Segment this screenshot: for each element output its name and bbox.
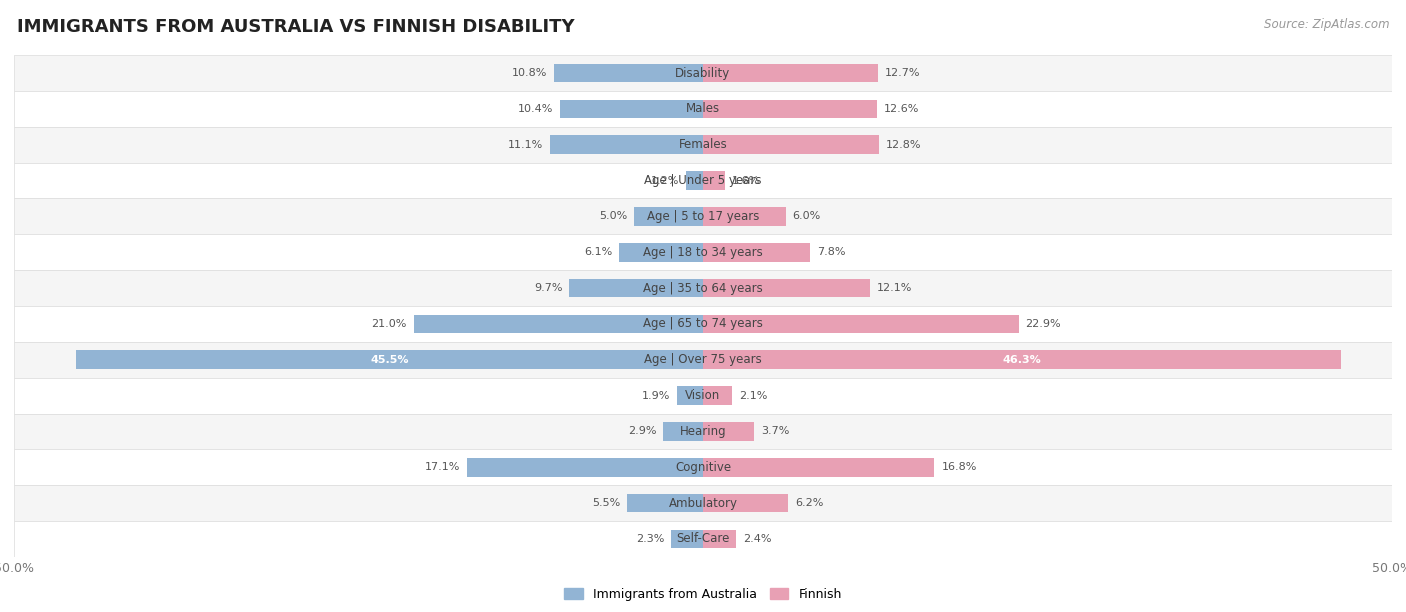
Text: 2.1%: 2.1% [738, 390, 768, 401]
Text: IMMIGRANTS FROM AUSTRALIA VS FINNISH DISABILITY: IMMIGRANTS FROM AUSTRALIA VS FINNISH DIS… [17, 18, 575, 36]
Bar [14, 91, 1392, 127]
Text: 46.3%: 46.3% [1002, 355, 1042, 365]
Text: 1.2%: 1.2% [651, 176, 679, 185]
Text: 5.0%: 5.0% [599, 211, 627, 222]
Bar [703, 315, 1018, 334]
Text: 1.9%: 1.9% [641, 390, 669, 401]
Text: Disability: Disability [675, 67, 731, 80]
Bar [569, 278, 703, 297]
Text: 7.8%: 7.8% [817, 247, 846, 257]
Text: Age | 65 to 74 years: Age | 65 to 74 years [643, 318, 763, 330]
Text: 12.6%: 12.6% [883, 104, 920, 114]
Text: Males: Males [686, 102, 720, 115]
Text: Self-Care: Self-Care [676, 532, 730, 545]
Text: Females: Females [679, 138, 727, 151]
Bar [14, 127, 1392, 163]
Text: 12.7%: 12.7% [884, 68, 921, 78]
Bar [703, 64, 877, 83]
Text: Source: ZipAtlas.com: Source: ZipAtlas.com [1264, 18, 1389, 31]
Text: 2.3%: 2.3% [636, 534, 665, 544]
Bar [14, 306, 1392, 342]
Bar [703, 207, 786, 226]
Bar [14, 414, 1392, 449]
Text: Hearing: Hearing [679, 425, 727, 438]
Bar [703, 494, 789, 512]
Bar [703, 351, 1341, 369]
Text: 16.8%: 16.8% [942, 462, 977, 472]
Text: 3.7%: 3.7% [761, 427, 789, 436]
Bar [703, 135, 879, 154]
Bar [14, 163, 1392, 198]
Bar [703, 422, 754, 441]
Bar [664, 422, 703, 441]
Text: 10.4%: 10.4% [517, 104, 553, 114]
Text: 6.2%: 6.2% [796, 498, 824, 508]
Bar [14, 521, 1392, 557]
Text: 12.8%: 12.8% [886, 140, 922, 150]
Bar [634, 207, 703, 226]
Text: 6.0%: 6.0% [793, 211, 821, 222]
Bar [14, 55, 1392, 91]
Text: Age | 35 to 64 years: Age | 35 to 64 years [643, 282, 763, 294]
Text: 1.6%: 1.6% [733, 176, 761, 185]
Bar [703, 171, 725, 190]
Bar [627, 494, 703, 512]
Bar [703, 100, 876, 118]
Text: Ambulatory: Ambulatory [668, 497, 738, 510]
Text: Vision: Vision [685, 389, 721, 402]
Bar [550, 135, 703, 154]
Bar [467, 458, 703, 477]
Bar [554, 64, 703, 83]
Bar [686, 171, 703, 190]
Text: 9.7%: 9.7% [534, 283, 562, 293]
Legend: Immigrants from Australia, Finnish: Immigrants from Australia, Finnish [560, 583, 846, 606]
Text: Cognitive: Cognitive [675, 461, 731, 474]
Text: Age | 5 to 17 years: Age | 5 to 17 years [647, 210, 759, 223]
Bar [14, 198, 1392, 234]
Bar [703, 458, 935, 477]
Text: 11.1%: 11.1% [508, 140, 543, 150]
Bar [14, 485, 1392, 521]
Bar [76, 351, 703, 369]
Bar [560, 100, 703, 118]
Text: 21.0%: 21.0% [371, 319, 406, 329]
Text: 5.5%: 5.5% [592, 498, 620, 508]
Text: Age | Over 75 years: Age | Over 75 years [644, 353, 762, 366]
Bar [703, 386, 733, 405]
Text: 22.9%: 22.9% [1025, 319, 1062, 329]
Text: Age | 18 to 34 years: Age | 18 to 34 years [643, 246, 763, 259]
Text: 10.8%: 10.8% [512, 68, 547, 78]
Bar [14, 234, 1392, 270]
Text: 45.5%: 45.5% [370, 355, 409, 365]
Bar [703, 529, 737, 548]
Bar [14, 378, 1392, 414]
Bar [14, 342, 1392, 378]
Bar [14, 270, 1392, 306]
Text: 17.1%: 17.1% [425, 462, 461, 472]
Text: 2.9%: 2.9% [627, 427, 657, 436]
Bar [676, 386, 703, 405]
Bar [703, 278, 870, 297]
Text: 12.1%: 12.1% [876, 283, 912, 293]
Bar [703, 243, 810, 261]
Bar [413, 315, 703, 334]
Text: 2.4%: 2.4% [742, 534, 772, 544]
Bar [671, 529, 703, 548]
Text: 6.1%: 6.1% [583, 247, 612, 257]
Bar [14, 449, 1392, 485]
Text: Age | Under 5 years: Age | Under 5 years [644, 174, 762, 187]
Bar [619, 243, 703, 261]
